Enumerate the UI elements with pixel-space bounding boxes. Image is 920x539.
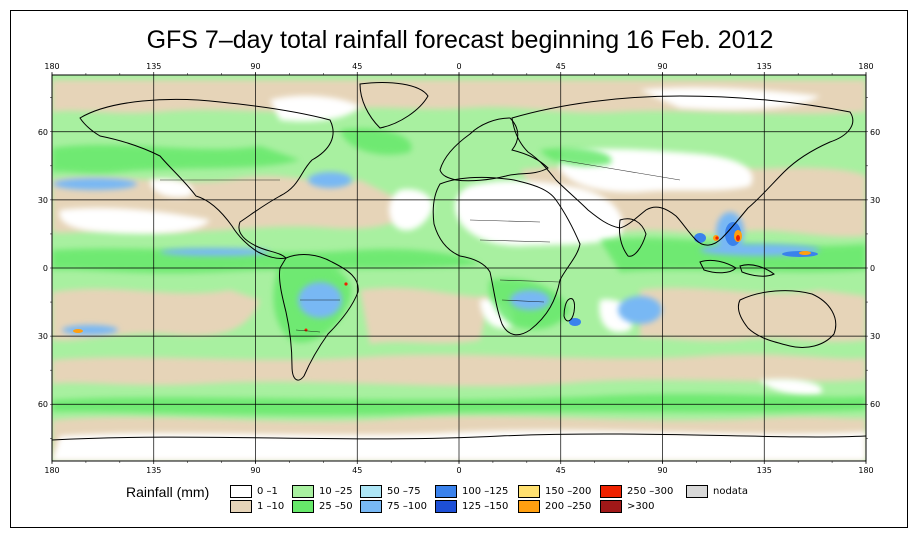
legend-swatch (435, 485, 457, 498)
axis-ticks: 180 180 135 135 90 90 45 45 0 0 45 45 90 90 135 135 180 1… (38, 62, 880, 475)
lon-tick-label: 135 (146, 466, 161, 475)
legend-swatch (686, 485, 708, 498)
legend-swatch (230, 485, 252, 498)
lat-tick-label: 30 (38, 196, 48, 205)
legend-label: 25 –50 (319, 501, 353, 512)
lat-tick-label: 30 (38, 332, 48, 341)
figure-frame (10, 10, 908, 528)
legend-label: 10 –25 (319, 486, 353, 497)
lat-tick-label: 0 (43, 264, 48, 273)
lon-tick-label: 45 (556, 62, 566, 71)
lon-tick-label: 0 (456, 62, 461, 71)
lon-tick-label: 90 (657, 62, 667, 71)
lat-tick-label: 60 (38, 128, 48, 137)
lon-tick-label: 90 (657, 466, 667, 475)
legend-label: 200 –250 (545, 501, 592, 512)
lat-tick-label: 30 (870, 332, 880, 341)
legend-swatch (360, 500, 382, 513)
legend-title: Rainfall (mm) (126, 484, 210, 500)
map-title: GFS 7–day total rainfall forecast beginn… (146, 26, 774, 54)
legend-label: 75 –100 (387, 501, 427, 512)
lon-tick-label: 180 (44, 466, 59, 475)
lon-tick-label: 180 (858, 62, 873, 71)
legend-swatch (518, 500, 540, 513)
lon-tick-label: 90 (250, 62, 260, 71)
legend-label: 100 –125 (462, 486, 509, 497)
lon-tick-label: 45 (352, 466, 362, 475)
lon-tick-label: 180 (44, 62, 59, 71)
lon-tick-label: 135 (146, 62, 161, 71)
graticule (52, 75, 866, 461)
legend-swatch (360, 485, 382, 498)
lon-tick-label: 180 (858, 466, 873, 475)
lat-tick-label: 60 (38, 400, 48, 409)
legend-label: 150 –200 (545, 486, 592, 497)
legend-swatch (292, 500, 314, 513)
legend-label: 50 –75 (387, 486, 421, 497)
legend-label: 125 –150 (462, 501, 509, 512)
lat-tick-label: 60 (870, 400, 880, 409)
legend-swatch (230, 500, 252, 513)
legend-label: 0 –1 (257, 486, 278, 497)
coastlines (52, 82, 866, 441)
legend-label: 250 –300 (627, 486, 674, 497)
legend-swatch (600, 500, 622, 513)
lon-tick-label: 135 (757, 466, 772, 475)
legend-swatch (600, 485, 622, 498)
legend-swatch (292, 485, 314, 498)
legend-label: >300 (627, 501, 655, 512)
legend-label: 1 –10 (257, 501, 285, 512)
lat-tick-label: 30 (870, 196, 880, 205)
lat-tick-label: 0 (870, 264, 875, 273)
lon-tick-label: 0 (456, 466, 461, 475)
lon-tick-label: 90 (250, 466, 260, 475)
legend-swatch (435, 500, 457, 513)
lon-tick-label: 45 (556, 466, 566, 475)
legend-label: nodata (713, 486, 748, 497)
lon-tick-label: 135 (757, 62, 772, 71)
lon-tick-label: 45 (352, 62, 362, 71)
legend-swatch (518, 485, 540, 498)
lat-tick-label: 60 (870, 128, 880, 137)
